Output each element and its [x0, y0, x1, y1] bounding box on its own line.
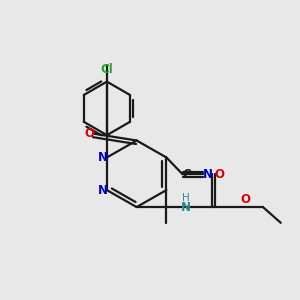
Text: O: O	[214, 168, 224, 181]
Text: H: H	[182, 193, 190, 203]
Text: Cl: Cl	[100, 63, 113, 76]
Text: N: N	[98, 151, 108, 164]
Text: N: N	[98, 184, 108, 196]
Text: N: N	[203, 168, 213, 181]
Text: O: O	[240, 193, 250, 206]
Text: C: C	[182, 168, 190, 181]
Text: N: N	[181, 201, 191, 214]
Text: O: O	[84, 127, 94, 140]
